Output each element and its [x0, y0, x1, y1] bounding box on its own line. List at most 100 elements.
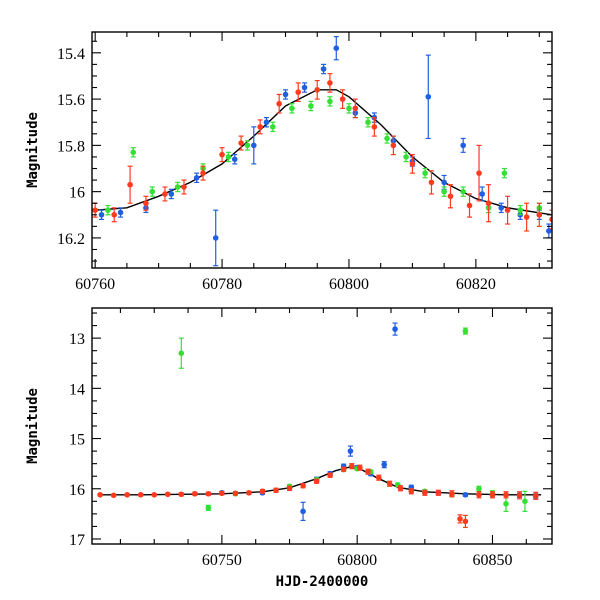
red-data-point — [397, 485, 404, 492]
green-data-point — [460, 186, 466, 197]
green-data-point — [178, 337, 185, 369]
blue-data-point — [479, 186, 486, 202]
x-tick-label: 60850 — [472, 552, 512, 569]
red-data-point — [447, 184, 454, 209]
green-data-point — [225, 151, 232, 163]
top-panel: 60760 60780 60800 60820 15.4 15.6 15.8 16 16.2 Ma… — [25, 31, 553, 293]
red-data-point — [313, 478, 320, 485]
red-data-point — [348, 463, 355, 470]
green-data-point — [384, 133, 390, 144]
red-data-point — [127, 165, 133, 204]
red-data-point — [300, 482, 306, 489]
red-data-point — [503, 491, 509, 499]
blue-data-point — [98, 209, 105, 221]
red-data-point — [428, 170, 435, 195]
green-data-point — [205, 504, 212, 511]
x-tick-label: 60750 — [202, 552, 242, 569]
red-data-point — [536, 202, 543, 227]
plot-area — [92, 36, 552, 267]
blue-data-point — [212, 209, 219, 267]
red-data-point — [143, 195, 149, 211]
green-data-point — [270, 121, 276, 133]
green-data-point — [130, 147, 137, 158]
red-data-point — [286, 485, 293, 492]
red-data-point — [523, 202, 530, 232]
red-data-point — [476, 491, 482, 499]
red-data-point — [435, 489, 442, 496]
x-tick-label: 60800 — [337, 552, 377, 569]
red-data-point — [457, 514, 463, 524]
blue-data-point — [392, 322, 398, 336]
red-data-point — [408, 488, 415, 495]
red-data-point — [352, 98, 359, 119]
y-tick-label: 16 — [69, 185, 85, 202]
y-tick-label: 13 — [69, 331, 85, 348]
x-axis-label: HJD-2400000 — [276, 574, 369, 590]
red-data-point — [476, 144, 482, 202]
red-data-point — [386, 480, 393, 487]
green-data-point — [476, 485, 482, 492]
y-tick-label: 15.8 — [57, 138, 85, 155]
red-data-point — [164, 491, 171, 498]
green-data-point — [517, 204, 524, 216]
red-data-point — [462, 514, 469, 529]
blue-data-point — [333, 36, 340, 61]
red-data-point — [327, 73, 333, 93]
blue-data-point — [320, 63, 327, 75]
green-data-point — [422, 167, 428, 179]
blue-data-point — [263, 117, 270, 128]
red-data-point — [340, 466, 347, 472]
red-data-point — [409, 154, 416, 174]
green-data-point — [105, 204, 111, 216]
red-data-point — [357, 464, 363, 471]
red-data-point — [516, 491, 523, 500]
green-data-point — [244, 140, 251, 151]
red-data-point — [489, 491, 496, 499]
y-tick-label: 17 — [69, 532, 85, 549]
green-data-point — [462, 327, 469, 335]
green-data-point — [522, 490, 528, 512]
blue-data-point — [441, 174, 447, 190]
red-data-point — [137, 491, 144, 498]
red-data-point — [376, 474, 382, 481]
y-tick-label: 15.6 — [57, 92, 85, 109]
red-data-point — [111, 207, 118, 223]
red-series — [92, 73, 552, 232]
red-data-point — [151, 491, 158, 498]
green-data-point — [327, 96, 333, 107]
red-data-point — [390, 135, 397, 156]
y-axis-label: Magnitude — [25, 388, 41, 464]
red-data-point — [259, 488, 266, 495]
red-data-point — [365, 468, 371, 475]
blue-data-point — [231, 154, 238, 165]
green-series — [178, 327, 528, 512]
blue-data-point — [498, 202, 505, 214]
y-tick-label: 16 — [69, 482, 85, 499]
blue-data-point — [250, 126, 257, 165]
red-data-point — [276, 93, 282, 114]
red-data-point — [422, 489, 428, 496]
green-data-point — [346, 103, 352, 114]
red-data-point — [110, 492, 117, 499]
y-tick-label: 15 — [69, 432, 85, 449]
red-data-point — [200, 165, 206, 181]
x-tick-label: 60780 — [202, 276, 242, 293]
bottom-panel: 60750 60800 60850 13 14 15 16 17 Magnitude HJD-24… — [25, 307, 553, 590]
red-data-point — [246, 489, 252, 496]
red-data-point — [181, 179, 187, 195]
red-data-point — [178, 491, 185, 498]
blue-data-point — [381, 461, 388, 469]
red-data-point — [295, 82, 302, 103]
y-tick-label: 16.2 — [57, 231, 85, 248]
blue-data-point — [301, 82, 308, 93]
red-data-point — [532, 491, 539, 500]
red-data-point — [162, 186, 168, 202]
red-series — [97, 463, 539, 529]
red-data-point — [205, 490, 212, 497]
red-data-point — [192, 490, 198, 497]
plot-frame — [91, 307, 553, 545]
blue-data-point — [282, 89, 289, 100]
green-data-point — [365, 117, 371, 128]
green-data-point — [501, 167, 508, 179]
